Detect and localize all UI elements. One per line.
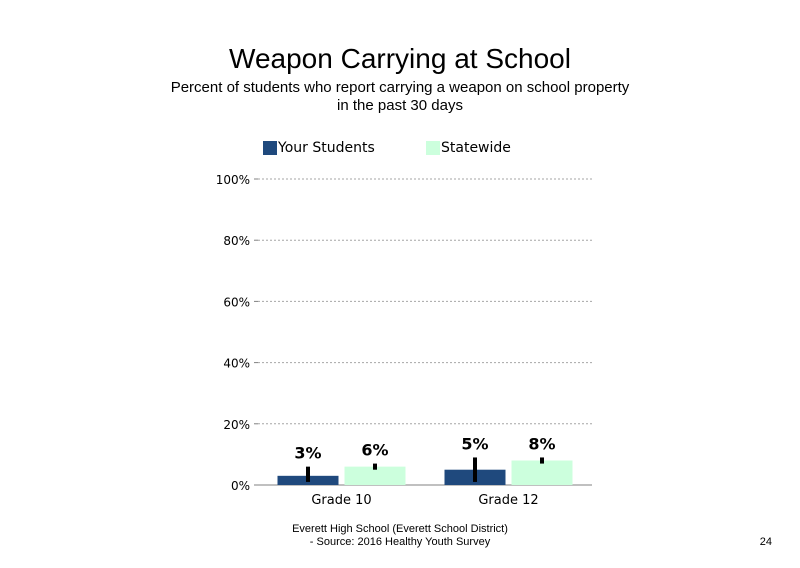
data-label: 5% bbox=[461, 434, 488, 453]
data-label: 8% bbox=[528, 434, 555, 453]
data-label: 6% bbox=[361, 441, 388, 460]
footer-school: Everett High School (Everett School Dist… bbox=[292, 523, 508, 535]
y-tick-label: 80% bbox=[223, 234, 250, 248]
x-tick-label: Grade 10 bbox=[311, 493, 371, 508]
data-label: 3% bbox=[294, 444, 321, 463]
y-tick-label: 20% bbox=[223, 418, 250, 432]
x-tick-label: Grade 12 bbox=[478, 493, 538, 508]
y-tick-label: 40% bbox=[223, 357, 250, 371]
legend-swatch-your-students bbox=[263, 141, 277, 155]
footer-source: - Source: 2016 Healthy Youth Survey bbox=[309, 536, 491, 548]
legend-swatch-statewide bbox=[426, 141, 440, 155]
subtitle-line-1: Percent of students who report carrying … bbox=[170, 79, 630, 96]
page-number: 24 bbox=[759, 536, 772, 548]
y-tick-label: 100% bbox=[216, 173, 250, 187]
chart-subtitle: Percent of students who report carrying … bbox=[150, 79, 650, 115]
footer: Everett High School (Everett School Dist… bbox=[200, 523, 600, 549]
bar bbox=[511, 460, 573, 485]
chart-title: Weapon Carrying at School bbox=[229, 43, 571, 74]
bar bbox=[344, 466, 406, 485]
legend-label-your-students: Your Students bbox=[278, 140, 375, 156]
y-tick-label: 0% bbox=[231, 479, 250, 493]
subtitle-line-2: in the past 30 days bbox=[337, 97, 463, 114]
legend-label-statewide: Statewide bbox=[441, 140, 511, 156]
y-tick-label: 60% bbox=[223, 295, 250, 309]
